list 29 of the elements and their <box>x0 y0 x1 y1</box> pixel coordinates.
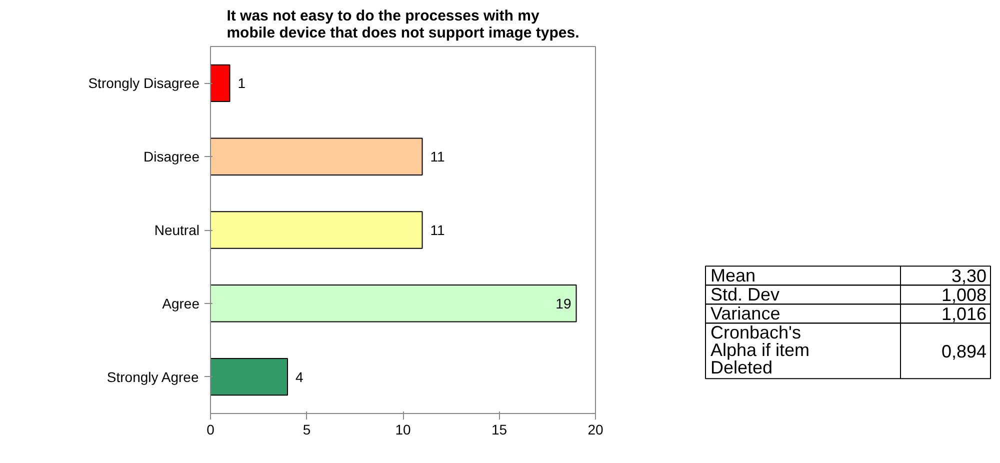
x-tick-label: 0 <box>206 422 215 438</box>
text: Variance <box>710 304 780 324</box>
data-label: 11 <box>430 148 445 165</box>
x-tick-label: 10 <box>395 422 411 438</box>
x-tick-label: 15 <box>491 422 508 438</box>
y-tick-label: Strongly Agree <box>106 368 199 385</box>
data-label: 11 <box>430 222 445 238</box>
y-tick-label: Neutral <box>154 222 200 238</box>
bar <box>210 284 577 322</box>
bar <box>210 64 230 102</box>
text: 1,016 <box>941 304 987 324</box>
x-tick-label: 5 <box>302 422 311 438</box>
bar <box>210 358 288 396</box>
x-tick-label: 20 <box>588 422 604 438</box>
text: Mean <box>710 266 756 286</box>
text: 1,008 <box>941 285 987 306</box>
text: Std. Dev <box>710 284 780 305</box>
text: 3,30 <box>951 266 987 286</box>
bar <box>210 211 423 249</box>
y-tick-label: Disagree <box>143 148 200 165</box>
bar <box>210 138 423 176</box>
y-tick-label: Agree <box>162 295 200 312</box>
text: Cronbach's Alpha if item Deleted <box>710 322 810 378</box>
chart-title: It was not easy to do the processes with my mobile device that does not support image types. <box>226 8 580 42</box>
data-label: 4 <box>296 368 304 385</box>
y-tick-label: Strongly Disagree <box>88 75 200 92</box>
data-label: 19 <box>556 295 572 312</box>
text: 0,894 <box>941 341 987 362</box>
data-label: 1 <box>238 75 246 92</box>
